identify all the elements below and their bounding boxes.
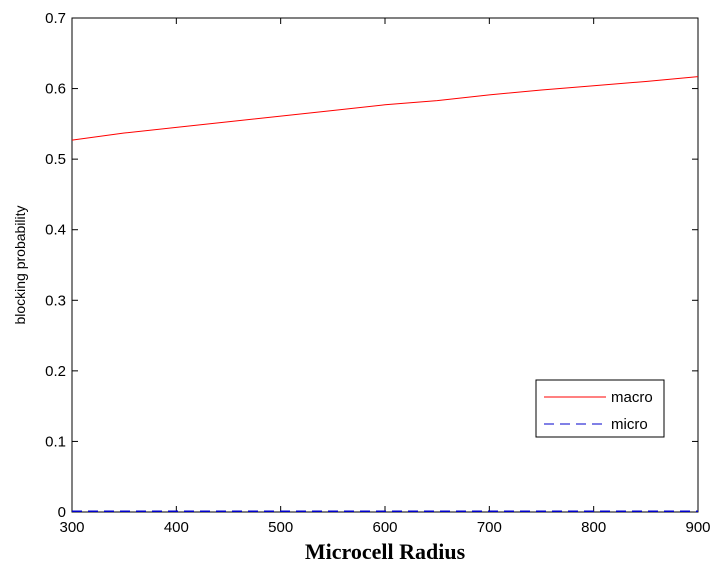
- y-tick-label: 0.4: [45, 222, 66, 239]
- x-tick-label: 900: [685, 519, 710, 536]
- y-tick-label: 0.2: [45, 363, 66, 380]
- y-tick-label: 0: [58, 504, 66, 521]
- legend: macro micro: [535, 379, 665, 438]
- legend-box: [535, 379, 665, 438]
- x-tick-label: 500: [268, 519, 293, 536]
- x-tick-label: 400: [164, 519, 189, 536]
- legend-label-micro: micro: [611, 416, 648, 433]
- y-axis-label: blocking probability: [12, 205, 28, 324]
- x-tick-label: 600: [372, 519, 397, 536]
- y-tick-label: 0.3: [45, 292, 66, 309]
- y-axis-ticks: 0 0.1 0.2 0.3 0.4 0.5 0.6 0.7: [45, 10, 698, 521]
- series-layer: [71, 76, 699, 513]
- y-tick-label: 0.1: [45, 433, 66, 450]
- legend-label-macro: macro: [611, 389, 653, 406]
- y-tick-label: 0.7: [45, 10, 66, 27]
- x-tick-label: 300: [59, 519, 84, 536]
- x-axis-label: Microcell Radius: [305, 539, 466, 564]
- series-line-macro: [71, 76, 699, 141]
- y-tick-label: 0.6: [45, 81, 66, 98]
- x-tick-label: 800: [581, 519, 606, 536]
- x-axis-ticks: 300 400 500 600 700 800 900: [59, 18, 711, 536]
- x-tick-label: 700: [477, 519, 502, 536]
- y-tick-label: 0.5: [45, 151, 66, 168]
- plot-area: [71, 17, 699, 513]
